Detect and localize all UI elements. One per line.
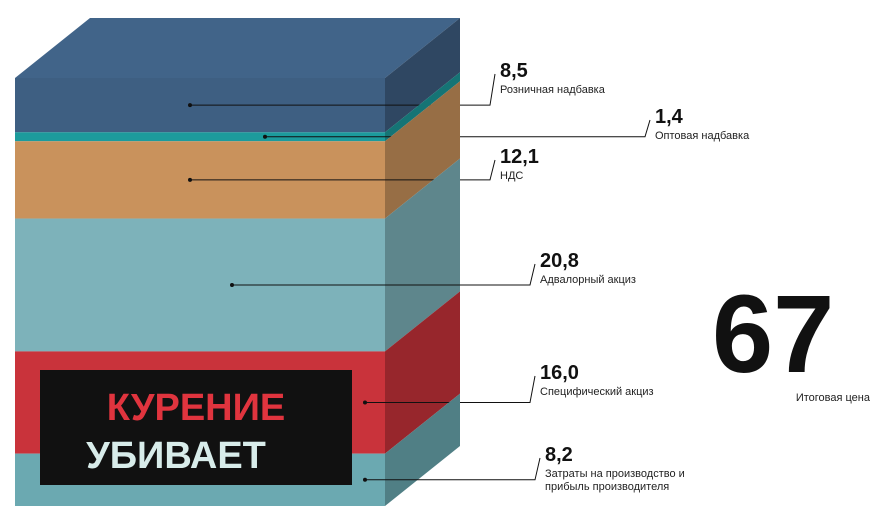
- value-label: 1,4: [655, 106, 683, 128]
- leader-line: [232, 263, 536, 286]
- segment-side: [385, 291, 460, 454]
- series-name: Затраты на производство и прибыль произв…: [545, 468, 685, 493]
- segment-front: [15, 132, 385, 142]
- leader-line: [365, 457, 541, 481]
- value-label: 8,5: [500, 60, 528, 82]
- value-label: 20,8: [540, 250, 579, 272]
- segment-side: [385, 72, 460, 142]
- top-face: [15, 18, 460, 78]
- series-name: Специфический акциз: [540, 386, 654, 398]
- total-value: 67: [712, 273, 835, 396]
- series-name: Розничная надбавка: [500, 84, 605, 96]
- warning-text: КУРЕНИЕ: [107, 387, 286, 429]
- series-name: Оптовая надбавка: [655, 130, 750, 142]
- value-label: 16,0: [540, 362, 579, 384]
- leader-line: [365, 375, 536, 404]
- warning-text: УБИВАЕТ: [86, 435, 266, 477]
- series-name: Адвалорный акциз: [540, 274, 636, 286]
- value-label: 8,2: [545, 444, 573, 466]
- segment-side: [385, 393, 460, 506]
- segment-side: [385, 158, 460, 352]
- warning-box: [40, 370, 352, 485]
- leader-line: [190, 159, 496, 181]
- series-name: НДС: [500, 170, 524, 182]
- segment-side: [385, 18, 460, 133]
- segment-side: [385, 81, 460, 219]
- total-label: Итоговая цена: [795, 392, 870, 404]
- leader-line: [190, 73, 496, 106]
- value-label: 12,1: [500, 146, 539, 168]
